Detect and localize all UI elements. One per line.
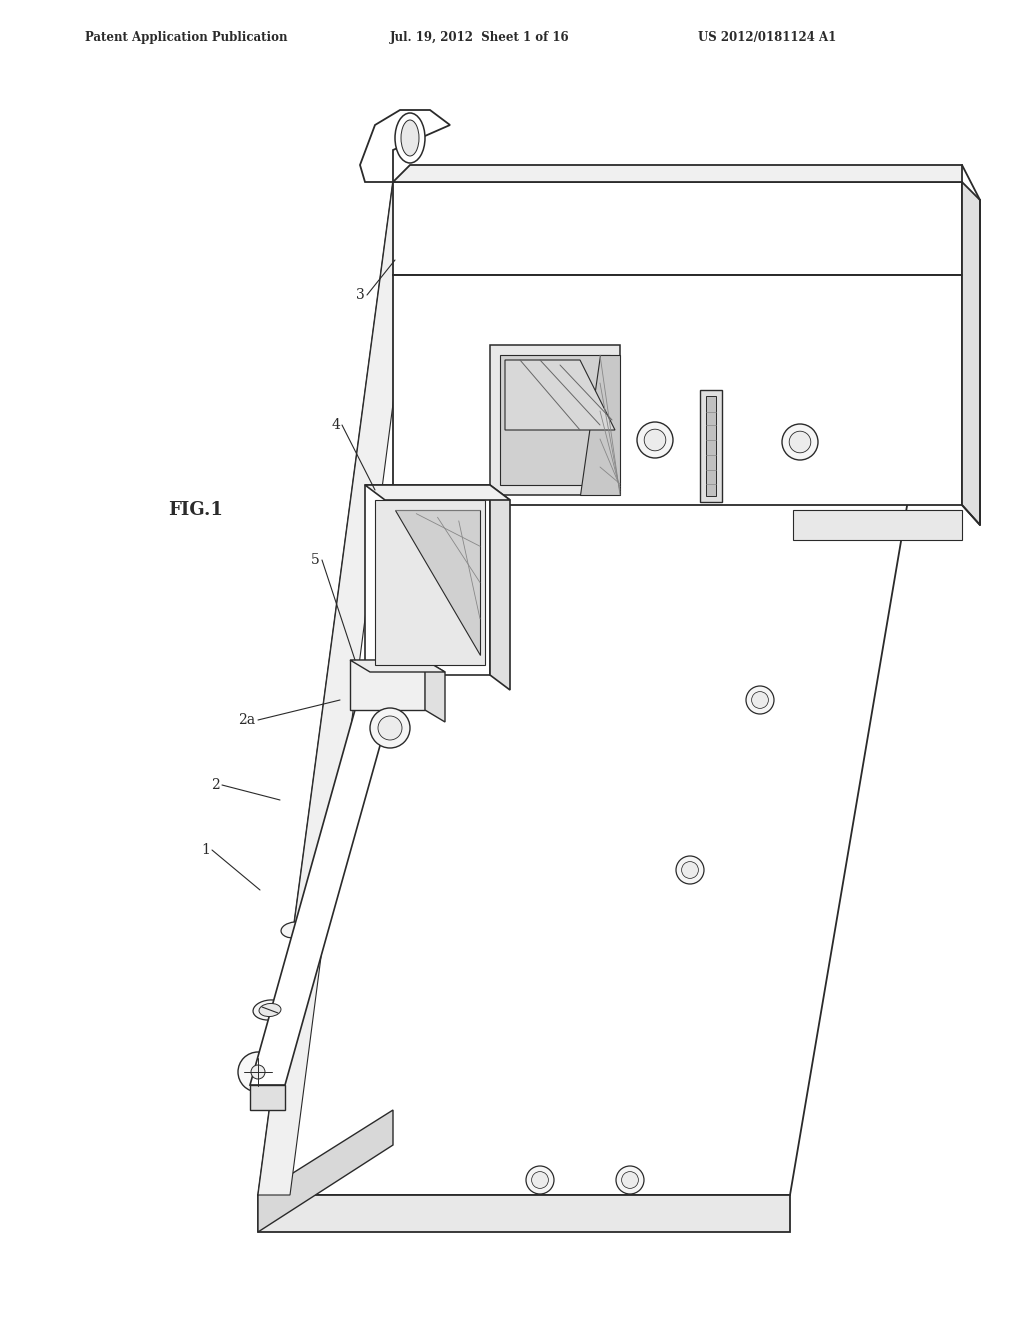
Polygon shape xyxy=(490,345,620,495)
Polygon shape xyxy=(500,355,610,484)
Text: 1: 1 xyxy=(201,843,210,857)
Polygon shape xyxy=(393,182,962,275)
Polygon shape xyxy=(365,484,490,675)
Polygon shape xyxy=(962,182,980,525)
Circle shape xyxy=(616,1166,644,1195)
Polygon shape xyxy=(350,660,425,710)
Polygon shape xyxy=(258,1110,393,1232)
Text: 3: 3 xyxy=(356,288,365,302)
Polygon shape xyxy=(395,510,480,655)
Polygon shape xyxy=(375,500,485,665)
Polygon shape xyxy=(365,484,510,500)
Polygon shape xyxy=(250,692,395,1085)
Ellipse shape xyxy=(259,1003,281,1016)
Polygon shape xyxy=(258,1195,790,1232)
Circle shape xyxy=(531,1172,549,1188)
Circle shape xyxy=(782,424,818,459)
Circle shape xyxy=(644,429,666,451)
Circle shape xyxy=(238,1052,278,1092)
Polygon shape xyxy=(360,110,450,182)
Polygon shape xyxy=(393,275,962,506)
Circle shape xyxy=(746,686,774,714)
Circle shape xyxy=(370,708,410,748)
Circle shape xyxy=(790,432,811,453)
Text: FIG.1: FIG.1 xyxy=(168,502,223,519)
Circle shape xyxy=(637,422,673,458)
Circle shape xyxy=(752,692,768,709)
Polygon shape xyxy=(425,660,445,722)
Polygon shape xyxy=(580,355,620,495)
Text: 5: 5 xyxy=(311,553,319,568)
Ellipse shape xyxy=(253,1001,287,1020)
Circle shape xyxy=(622,1172,638,1188)
Polygon shape xyxy=(700,389,722,502)
Text: 4: 4 xyxy=(331,418,340,432)
Ellipse shape xyxy=(395,114,425,162)
Circle shape xyxy=(682,862,698,878)
Polygon shape xyxy=(490,484,510,690)
Circle shape xyxy=(378,715,402,741)
Ellipse shape xyxy=(401,120,419,156)
Ellipse shape xyxy=(281,921,309,939)
Polygon shape xyxy=(258,182,962,1195)
Polygon shape xyxy=(258,182,415,1195)
Circle shape xyxy=(676,855,705,884)
Text: 2: 2 xyxy=(211,777,220,792)
Polygon shape xyxy=(350,660,445,672)
Polygon shape xyxy=(706,396,716,496)
Polygon shape xyxy=(393,165,962,182)
Text: US 2012/0181124 A1: US 2012/0181124 A1 xyxy=(698,32,837,45)
Polygon shape xyxy=(250,1085,285,1110)
Circle shape xyxy=(251,1065,265,1078)
Polygon shape xyxy=(793,510,962,540)
Polygon shape xyxy=(505,360,615,430)
Text: Jul. 19, 2012  Sheet 1 of 16: Jul. 19, 2012 Sheet 1 of 16 xyxy=(390,32,569,45)
Text: Patent Application Publication: Patent Application Publication xyxy=(85,32,288,45)
Circle shape xyxy=(526,1166,554,1195)
Text: 2a: 2a xyxy=(238,713,255,727)
